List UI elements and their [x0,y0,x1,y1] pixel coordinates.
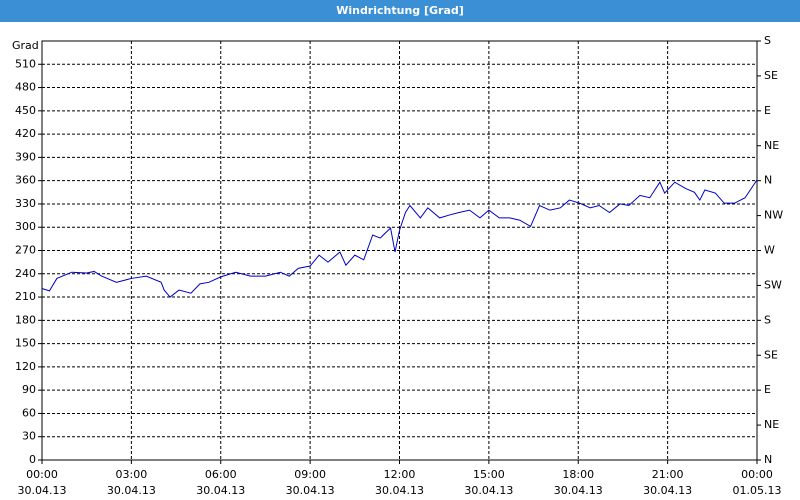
x-tick-date: 30.04.13 [107,484,156,497]
y-tick-label: 150 [15,337,36,350]
x-tick-date: 30.04.13 [286,484,335,497]
x-tick-date: 30.04.13 [196,484,245,497]
y-tick-label: 300 [15,220,36,233]
x-tick-date: 30.04.13 [643,484,692,497]
y2-tick-label: NE [764,418,779,431]
y-tick-label: 90 [22,383,36,396]
y-tick-label: 270 [15,244,36,257]
y-axis-label: Grad [12,39,39,52]
x-tick-label: 12:00 [384,468,416,481]
data-line [41,179,758,298]
x-tick-date: 30.04.13 [464,484,513,497]
x-tick-date: 30.04.13 [375,484,424,497]
x-tick-label: 15:00 [473,468,505,481]
x-tick-label: 09:00 [294,468,326,481]
y-tick-label: 360 [15,174,36,187]
y2-tick-label: N [764,174,772,187]
y-tick-label: 120 [15,360,36,373]
x-tick-date: 30.04.13 [554,484,603,497]
x-tick-date: 01.05.13 [733,484,782,497]
y-tick-label: 60 [22,406,36,419]
x-tick-date: 30.04.13 [18,484,67,497]
x-tick-label: 06:00 [205,468,237,481]
y2-tick-label: W [764,244,775,257]
x-tick-label: 03:00 [116,468,148,481]
y2-tick-label: S [764,313,771,326]
x-tick-label: 21:00 [652,468,684,481]
y2-tick-label: NW [764,209,783,222]
y-tick-label: 510 [15,57,36,70]
plot-frame [41,40,758,461]
y2-tick-label: SE [764,69,778,82]
y2-tick-label: SE [764,348,778,361]
y2-tick-label: NE [764,139,779,152]
y-tick-label: 180 [15,313,36,326]
y-tick-label: 390 [15,150,36,163]
y2-tick-label: SW [764,278,782,291]
title-bar [0,0,800,22]
y-tick-label: 210 [15,290,36,303]
chart-title: Windrichtung [Grad] [336,4,464,17]
y-tick-label: 480 [15,81,36,94]
x-tick-label: 18:00 [562,468,594,481]
y2-tick-label: E [764,104,771,117]
x-tick-label: 00:00 [741,468,773,481]
y-tick-label: 0 [29,453,36,466]
y2-tick-label: N [764,453,772,466]
x-tick-label: 00:00 [26,468,58,481]
y-tick-label: 240 [15,267,36,280]
y-tick-label: 330 [15,197,36,210]
y-tick-label: 450 [15,104,36,117]
y2-tick-label: S [764,34,771,47]
y2-tick-label: E [764,383,771,396]
y-tick-label: 30 [22,430,36,443]
y-tick-label: 420 [15,127,36,140]
